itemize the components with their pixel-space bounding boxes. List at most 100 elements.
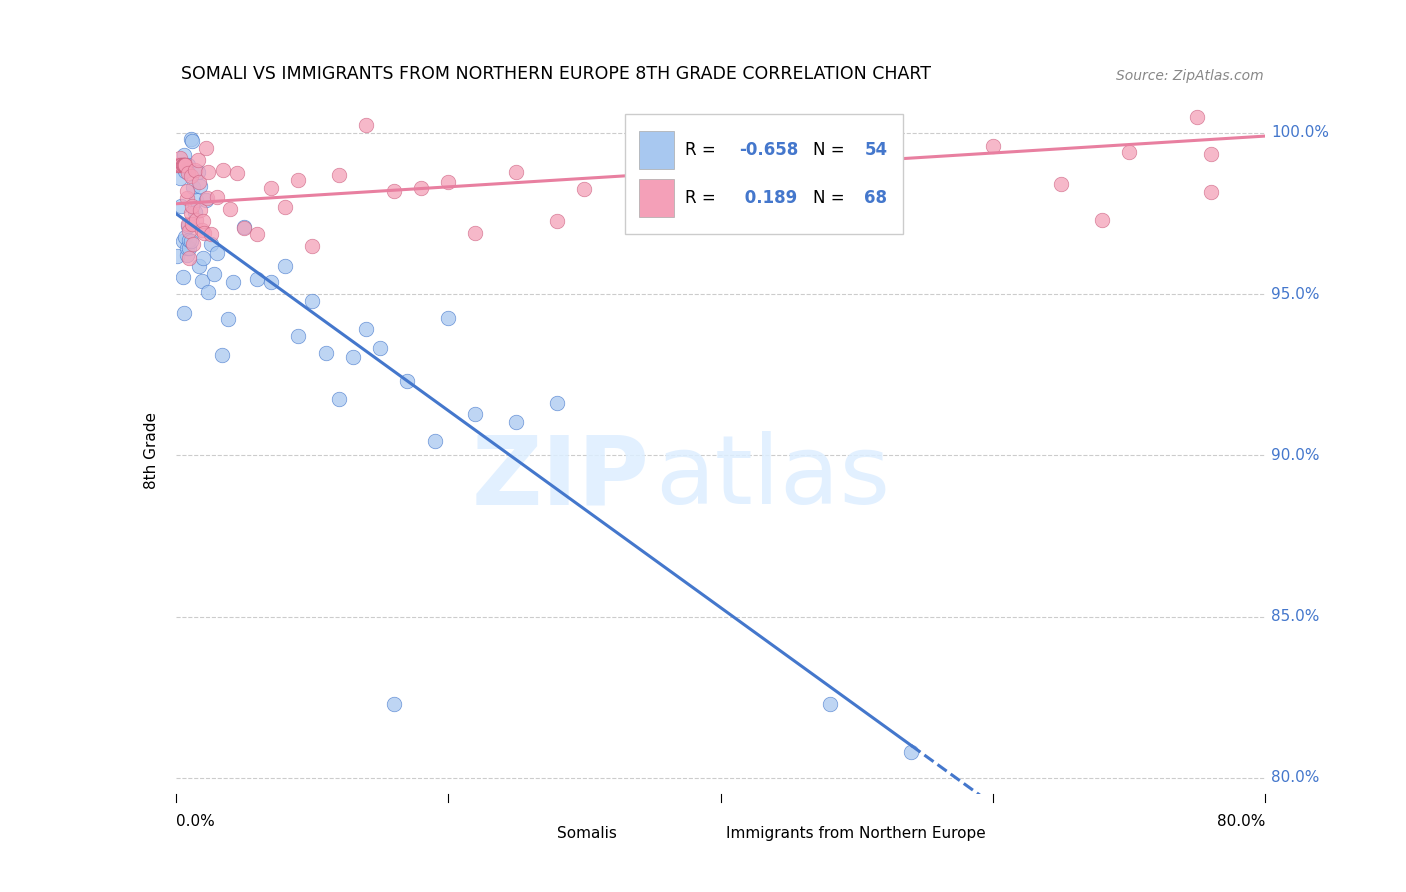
Point bbox=[356, 322, 378, 336]
Point bbox=[166, 158, 188, 172]
Point bbox=[710, 182, 733, 196]
Point bbox=[194, 193, 217, 207]
Point bbox=[505, 415, 527, 429]
Point bbox=[170, 158, 193, 172]
Point bbox=[1118, 145, 1140, 159]
Point bbox=[222, 275, 245, 289]
Point bbox=[172, 234, 194, 248]
Point bbox=[173, 306, 195, 320]
Text: N =: N = bbox=[813, 189, 851, 207]
Point bbox=[197, 285, 219, 300]
Text: 8th Grade: 8th Grade bbox=[145, 412, 159, 489]
Text: Somalis: Somalis bbox=[557, 825, 617, 840]
Point bbox=[200, 227, 222, 242]
Point bbox=[177, 219, 200, 233]
Point bbox=[301, 239, 323, 253]
Point bbox=[169, 170, 191, 185]
Point bbox=[183, 237, 205, 252]
Point bbox=[183, 180, 205, 194]
Point bbox=[409, 180, 432, 194]
Point bbox=[217, 312, 239, 326]
Text: 80.0%: 80.0% bbox=[1271, 771, 1319, 785]
Point bbox=[641, 135, 664, 149]
Point bbox=[187, 174, 209, 188]
Point bbox=[186, 153, 209, 167]
Point bbox=[197, 165, 219, 179]
Point bbox=[202, 268, 225, 282]
Point bbox=[301, 293, 323, 308]
Point bbox=[315, 346, 337, 360]
Text: R =: R = bbox=[685, 189, 721, 207]
Point bbox=[396, 375, 419, 389]
Point bbox=[382, 697, 405, 711]
Point bbox=[274, 259, 297, 273]
Point bbox=[177, 218, 200, 232]
Point bbox=[180, 234, 202, 248]
Point bbox=[287, 329, 309, 343]
Point bbox=[174, 230, 197, 244]
Point bbox=[180, 132, 202, 146]
Point bbox=[423, 434, 446, 448]
Point bbox=[260, 181, 283, 195]
Point bbox=[1187, 110, 1209, 124]
Point bbox=[205, 189, 228, 203]
Point bbox=[190, 223, 212, 237]
Text: 0.0%: 0.0% bbox=[176, 814, 215, 830]
Point bbox=[179, 241, 201, 255]
Point bbox=[173, 158, 195, 172]
Text: 80.0%: 80.0% bbox=[1218, 814, 1265, 830]
Point bbox=[167, 158, 190, 172]
Point bbox=[328, 168, 350, 182]
Point bbox=[226, 166, 249, 180]
Point bbox=[232, 220, 254, 235]
Text: ZIP: ZIP bbox=[472, 432, 650, 524]
Point bbox=[174, 158, 197, 172]
Point bbox=[166, 249, 188, 263]
Point bbox=[274, 200, 297, 214]
Point bbox=[1091, 213, 1114, 227]
Point bbox=[187, 260, 209, 274]
Point bbox=[172, 158, 194, 172]
FancyBboxPatch shape bbox=[624, 114, 903, 234]
Point bbox=[1050, 177, 1073, 191]
Point bbox=[167, 158, 190, 172]
Point bbox=[287, 172, 309, 186]
Point bbox=[260, 275, 283, 289]
Point bbox=[169, 151, 191, 165]
Point bbox=[179, 251, 201, 265]
FancyBboxPatch shape bbox=[524, 822, 548, 846]
Point bbox=[232, 219, 254, 234]
Point bbox=[1199, 146, 1222, 161]
Point bbox=[546, 214, 568, 228]
Point bbox=[194, 141, 217, 155]
Point bbox=[845, 128, 868, 143]
Point bbox=[173, 158, 195, 172]
Point bbox=[184, 205, 207, 219]
Point bbox=[174, 164, 197, 178]
Text: Source: ZipAtlas.com: Source: ZipAtlas.com bbox=[1115, 69, 1263, 83]
Point bbox=[382, 184, 405, 198]
FancyBboxPatch shape bbox=[638, 131, 673, 169]
Point bbox=[180, 206, 202, 220]
Point bbox=[356, 118, 378, 132]
Point bbox=[186, 164, 209, 178]
Point bbox=[368, 341, 391, 355]
Point bbox=[176, 191, 198, 205]
Point bbox=[181, 199, 204, 213]
Point bbox=[437, 310, 460, 325]
Point bbox=[200, 237, 222, 252]
Point bbox=[219, 202, 242, 216]
Point bbox=[818, 697, 841, 711]
Text: Immigrants from Northern Europe: Immigrants from Northern Europe bbox=[725, 825, 986, 840]
Point bbox=[186, 213, 208, 227]
Point bbox=[328, 392, 350, 406]
Point bbox=[181, 134, 204, 148]
Point bbox=[184, 163, 207, 178]
Point bbox=[195, 191, 218, 205]
Point bbox=[176, 248, 198, 262]
Point bbox=[981, 138, 1004, 153]
Point bbox=[900, 745, 922, 759]
Text: 68: 68 bbox=[865, 189, 887, 207]
Text: 90.0%: 90.0% bbox=[1271, 448, 1319, 463]
Point bbox=[188, 203, 211, 218]
